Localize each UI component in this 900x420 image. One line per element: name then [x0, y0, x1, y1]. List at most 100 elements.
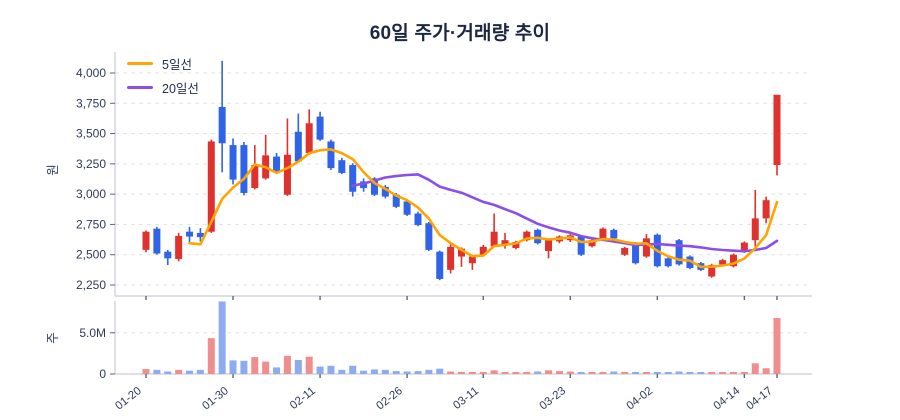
volume-bar — [305, 356, 313, 374]
candle-body — [664, 258, 672, 267]
chart-title: 60일 주가·거래량 추이 — [369, 23, 551, 44]
candle-body — [327, 141, 335, 169]
date-tick-label: 04-14 — [712, 385, 743, 413]
volume-bar — [207, 338, 215, 374]
volume-bar — [719, 372, 727, 374]
volume-bar — [360, 370, 368, 374]
candle-body — [729, 254, 737, 267]
candle-body — [229, 145, 237, 180]
date-tick-label: 03-23 — [538, 385, 569, 413]
volume-bar — [447, 371, 455, 374]
volume-bar — [251, 357, 259, 374]
candle-body — [501, 240, 509, 246]
volume-bar — [294, 359, 302, 374]
volume-bar — [403, 371, 411, 374]
candle-body — [392, 194, 400, 207]
price-tick-label: 4,000 — [76, 66, 106, 80]
candle-body — [708, 265, 716, 277]
legend-item-ma5[interactable]: 5일선 — [127, 54, 199, 73]
candle-body — [740, 242, 748, 252]
price-tick-label: 3,000 — [76, 187, 106, 201]
date-tick-label: 01-20 — [113, 385, 144, 413]
candle-body — [349, 165, 357, 192]
volume-bar — [588, 372, 596, 374]
volume-bar — [142, 369, 150, 374]
volume-bar — [425, 369, 433, 374]
volume-tick-labels: 5.0M 0 — [79, 326, 106, 381]
ma20-legend-label: 20일선 — [162, 82, 199, 96]
candle-body — [207, 141, 215, 232]
volume-bar — [175, 369, 183, 374]
candle-body — [283, 154, 291, 195]
candle-body — [240, 145, 248, 193]
volume-bar — [501, 372, 509, 374]
candle-body — [447, 246, 455, 270]
candle-body — [196, 232, 204, 238]
volume-bar — [349, 365, 357, 374]
date-tick-label: 04-17 — [744, 385, 775, 413]
volume-bar — [262, 361, 270, 374]
candle-body — [773, 94, 781, 166]
candle-body — [545, 240, 553, 252]
volume-bar — [729, 372, 737, 374]
volume-bar — [708, 372, 716, 374]
volume-bar — [675, 371, 683, 374]
volume-bar — [762, 368, 770, 374]
ma5-line-swatch — [127, 62, 153, 65]
volume-bar — [273, 367, 281, 374]
volume-bar — [186, 370, 194, 374]
candle-body — [610, 229, 618, 239]
volume-bar — [468, 372, 476, 374]
volume-bar — [740, 371, 748, 374]
date-tick-label: 03-11 — [451, 385, 481, 412]
date-tick-label: 02-26 — [374, 385, 405, 413]
candle-body — [251, 165, 259, 189]
candle-body — [458, 248, 465, 257]
candle-body — [370, 178, 378, 195]
volume-bar — [338, 369, 346, 374]
volume-bar — [523, 371, 531, 374]
volume-bar — [316, 366, 324, 374]
candle-body — [142, 231, 150, 250]
volume-bar — [436, 368, 444, 374]
ma20-line-swatch — [127, 86, 153, 89]
candle-body — [490, 231, 498, 247]
volume-bar — [653, 372, 661, 374]
candle-body — [599, 228, 607, 239]
candle-body — [436, 251, 444, 279]
candle-body — [316, 116, 324, 140]
volume-bar — [697, 372, 705, 374]
volume-bar — [632, 372, 640, 374]
price-axis-unit-label: 원 — [46, 164, 60, 176]
candle-body — [403, 201, 411, 215]
date-tick-label: 01-30 — [200, 385, 231, 413]
price-tick-label: 2,750 — [76, 217, 106, 231]
candle-body — [632, 243, 640, 264]
volume-bar — [218, 301, 226, 374]
price-tick-labels: 4,000 3,750 3,500 3,250 3,000 2,750 2,500 2,250 — [76, 66, 106, 292]
candle-body — [425, 223, 433, 250]
volume-bar — [283, 355, 291, 374]
candle-body — [468, 256, 476, 264]
candle-body — [381, 186, 389, 197]
volume-bar — [414, 371, 422, 374]
legend-item-ma20[interactable]: 20일선 — [127, 78, 199, 97]
ma20-line — [351, 173, 779, 253]
volume-bar — [534, 371, 542, 374]
candle-body — [153, 228, 161, 254]
volume-bar — [610, 371, 618, 374]
candle-body — [621, 248, 629, 255]
volume-tick-label: 5.0M — [79, 326, 106, 340]
volume-bar — [370, 369, 378, 374]
volume-bar — [512, 372, 520, 374]
candle-body — [751, 218, 759, 241]
volume-bar-layer — [142, 301, 781, 374]
volume-bar — [479, 371, 487, 374]
volume-bar — [545, 370, 553, 374]
candle-body — [762, 200, 770, 219]
candle-body — [675, 240, 683, 265]
ma5-line — [188, 148, 779, 269]
candle-body — [175, 235, 183, 259]
price-tick-label: 3,500 — [76, 127, 106, 141]
candle-body — [588, 240, 596, 247]
